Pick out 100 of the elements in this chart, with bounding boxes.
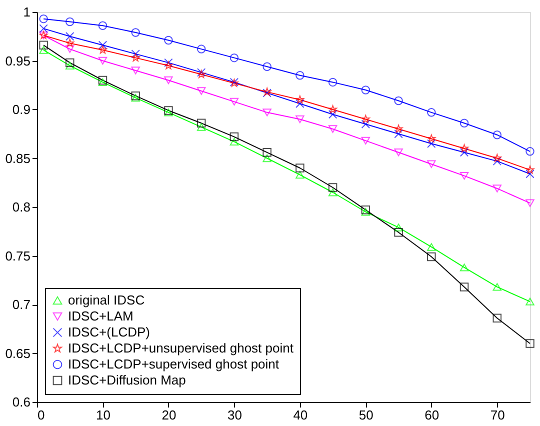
point: [394, 130, 403, 138]
y-tick-label: 0.7: [12, 297, 30, 312]
y-tick-label: 0.9: [12, 102, 30, 117]
point: [131, 94, 140, 102]
point: [526, 339, 534, 348]
point: [230, 132, 239, 142]
point: [65, 58, 74, 68]
point: [196, 44, 206, 54]
point: [98, 40, 108, 50]
point: [262, 62, 272, 71]
point: [65, 32, 74, 41]
point: [328, 110, 338, 119]
point: [427, 243, 436, 251]
point: [230, 53, 239, 62]
point: [328, 125, 338, 133]
point: [296, 95, 304, 104]
x-tick-label: 10: [96, 408, 110, 422]
point: [460, 264, 469, 272]
legend-label: IDSC+LCDP+supervised ghost point: [68, 356, 280, 372]
point: [460, 148, 469, 157]
point: [131, 50, 140, 58]
point: [131, 28, 140, 37]
point: [492, 314, 502, 323]
point: [427, 108, 436, 117]
point: [492, 154, 502, 162]
point: [65, 45, 74, 53]
point: [427, 134, 436, 142]
point: [361, 208, 370, 216]
point: [427, 252, 436, 262]
legend-label: IDSC+LAM: [68, 308, 134, 324]
point: [230, 138, 239, 146]
point: [39, 24, 48, 33]
point: [460, 144, 468, 152]
point: [98, 78, 108, 86]
point: [394, 96, 403, 106]
legend-label: IDSC+LCDP+unsupervised ghost point: [68, 340, 294, 356]
legend-label: IDSC+Diffusion Map: [68, 372, 186, 388]
point: [492, 184, 502, 192]
point: [492, 130, 502, 140]
x-tick-label: 20: [162, 408, 176, 422]
y-tick-label: 0.6: [12, 394, 30, 410]
x-tick-label: 40: [293, 408, 308, 422]
point: [460, 172, 469, 180]
y-tick-label: 0.95: [5, 53, 30, 68]
point: [131, 53, 140, 62]
point: [328, 78, 338, 87]
x-tick-label: 60: [424, 408, 440, 422]
point: [328, 188, 338, 196]
point: [262, 154, 272, 162]
point: [296, 99, 304, 108]
x-tick-label: 30: [227, 408, 242, 422]
x-tick-label: 70: [490, 408, 505, 422]
point: [526, 199, 534, 207]
point: [196, 87, 206, 95]
point: [427, 160, 436, 168]
point: [394, 224, 403, 232]
point: [39, 40, 48, 50]
point: [394, 148, 403, 156]
point: [164, 108, 173, 116]
y-tick-label: 0.65: [5, 346, 30, 361]
point: [196, 123, 206, 131]
point: [262, 148, 272, 157]
point: [460, 282, 469, 292]
point: [164, 58, 173, 68]
point: [196, 118, 206, 128]
point: [296, 71, 304, 80]
point: [131, 66, 140, 74]
point: [526, 298, 534, 306]
point: [39, 46, 48, 54]
point: [328, 105, 337, 114]
point: [492, 283, 502, 291]
point: [460, 118, 469, 128]
point: [394, 228, 403, 237]
point: [526, 147, 534, 156]
point: [66, 38, 74, 47]
point: [98, 21, 108, 30]
point: [164, 36, 173, 45]
y-tick-label: 0.75: [5, 248, 30, 264]
point: [296, 170, 304, 179]
legend-label: IDSC+(LCDP): [68, 324, 150, 340]
y-tick-label: 0.8: [12, 200, 30, 214]
y-tick-label: 0.85: [5, 150, 30, 166]
point: [296, 164, 304, 172]
point: [361, 136, 370, 145]
point: [39, 14, 48, 24]
point: [361, 86, 370, 94]
point: [164, 61, 173, 70]
point: [296, 115, 304, 124]
point: [526, 166, 534, 174]
point: [65, 62, 74, 70]
point: [427, 139, 436, 148]
point: [98, 56, 108, 65]
y-tick-label: 1: [23, 4, 30, 20]
x-tick-label: 50: [358, 408, 374, 422]
point: [492, 156, 502, 166]
point: [526, 169, 534, 178]
point: [98, 46, 107, 54]
point: [262, 108, 272, 116]
point: [361, 114, 370, 123]
legend-label: original IDSC: [68, 292, 145, 308]
